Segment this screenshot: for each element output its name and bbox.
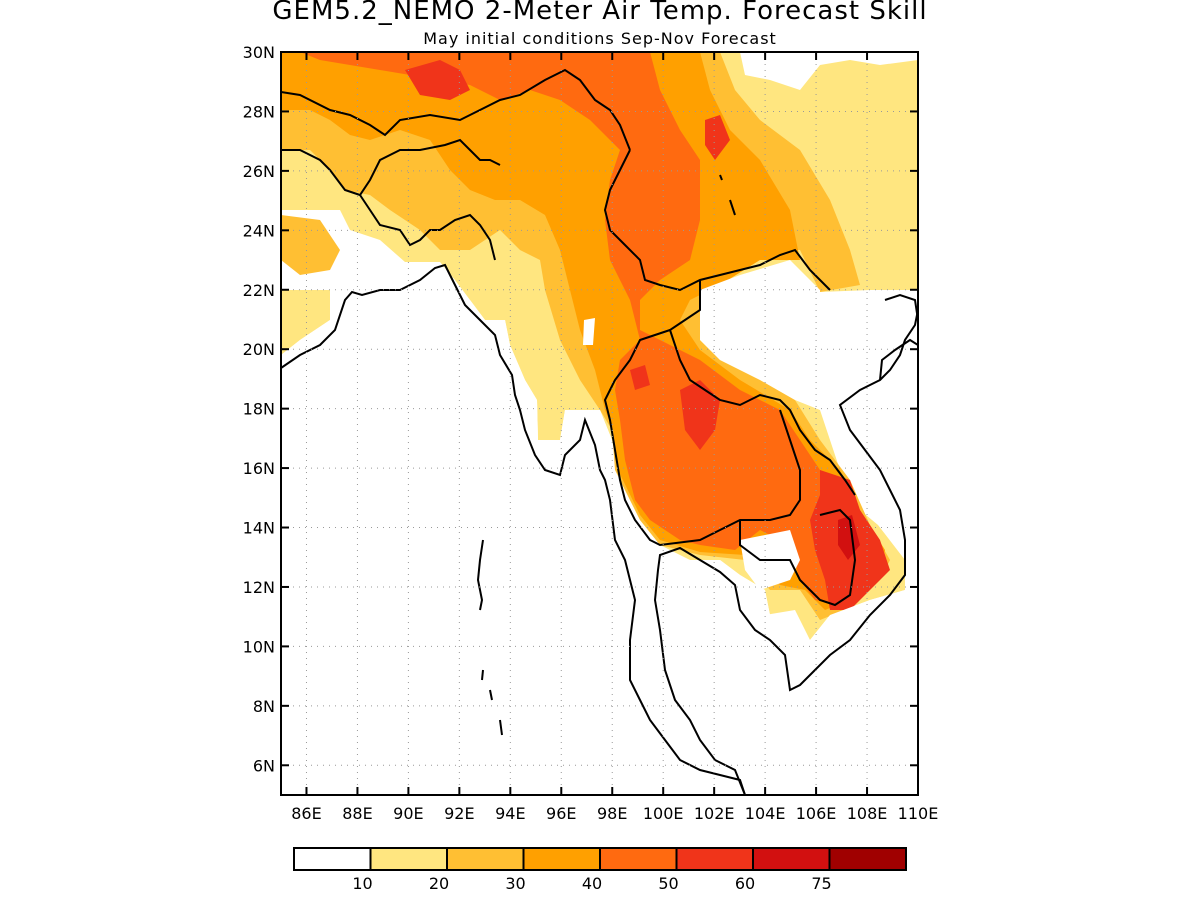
longitude-axis: 86E 88E 90E 92E 94E 96E 98E 100E 102E 104E 106E 108…: [291, 52, 938, 823]
lat-tick-label: 6N: [253, 756, 275, 775]
colorbar-legend: 10 20 30 40 50 60 75: [293, 847, 907, 893]
border-thailand: [603, 329, 801, 547]
colorbar-swatch: [369, 847, 448, 871]
lat-tick-label: 24N: [243, 221, 275, 240]
lon-tick-label: 108E: [847, 804, 888, 823]
lat-tick-label: 26N: [243, 162, 275, 181]
colorbar-swatch: [522, 847, 601, 871]
colorbar-label: 50: [658, 874, 678, 893]
coastline-gulf-thailand: [653, 309, 918, 795]
border-myanmar-china: [603, 149, 831, 292]
lon-tick-label: 94E: [495, 804, 525, 823]
lat-tick-label: 30N: [243, 43, 275, 62]
nicobar-islands: [481, 669, 503, 736]
coastlines: [281, 68, 918, 795]
lon-tick-label: 96E: [546, 804, 576, 823]
colorbar-label: 40: [582, 874, 602, 893]
colorbar-swatch: [293, 847, 372, 871]
lat-tick-label: 18N: [243, 400, 275, 419]
colorbar-label: 60: [735, 874, 755, 893]
lat-tick-label: 12N: [243, 578, 275, 597]
map-frame: [280, 51, 919, 796]
lon-tick-label: 104E: [745, 804, 786, 823]
border-himalaya: [281, 68, 631, 151]
lon-tick-label: 90E: [393, 804, 423, 823]
islands: [476, 174, 919, 736]
skill-contours: [281, 52, 918, 795]
map-title: GEM5.2_NEMO 2-Meter Air Temp. Forecast S…: [272, 0, 928, 26]
lat-tick-label: 20N: [243, 340, 275, 359]
lat-tick-label: 8N: [253, 697, 275, 716]
hainan-island: [884, 293, 919, 321]
map-subtitle: May initial conditions Sep-Nov Forecast: [423, 29, 777, 48]
bay-islands: [719, 174, 736, 216]
lon-tick-label: 92E: [444, 804, 474, 823]
andaman-islands: [476, 539, 484, 611]
lon-tick-label: 98E: [597, 804, 627, 823]
lon-tick-label: 102E: [694, 804, 735, 823]
colorbar-swatch: [599, 847, 678, 871]
lat-tick-label: 16N: [243, 459, 275, 478]
colorbar-label: 10: [352, 874, 372, 893]
lon-tick-label: 88E: [342, 804, 372, 823]
border-laos: [668, 280, 856, 496]
lon-tick-label: 106E: [796, 804, 837, 823]
contour-50-60: [405, 60, 890, 610]
colorbar-label: 30: [505, 874, 525, 893]
colorbar-swatch: [828, 847, 907, 871]
latitude-axis: 30N 28N 26N 24N 22N 20N 18N 16N 14N 12N 10N 8N 6N: [243, 43, 918, 775]
border-cambodia: [739, 508, 857, 607]
gridlines: [281, 52, 918, 795]
coastline-hainan-area: [879, 338, 918, 381]
lon-tick-label: 100E: [643, 804, 684, 823]
lat-tick-label: 28N: [243, 102, 275, 121]
lon-tick-label: 110E: [898, 804, 939, 823]
contour-40-50: [300, 52, 885, 605]
colorbar-label: 20: [429, 874, 449, 893]
lat-tick-label: 22N: [243, 281, 275, 300]
no-skill-areas: [281, 52, 918, 795]
lat-tick-label: 10N: [243, 637, 275, 656]
border-india-myanmar: [281, 138, 501, 197]
colorbar-label: 75: [811, 874, 831, 893]
colorbar-swatch: [752, 847, 831, 871]
coastline-mainland: [281, 263, 746, 795]
colorbar-swatch: [675, 847, 754, 871]
lon-tick-label: 86E: [291, 804, 321, 823]
border-bangladesh: [359, 194, 496, 261]
colorbar-swatch: [446, 847, 525, 871]
lat-tick-label: 14N: [243, 519, 275, 538]
